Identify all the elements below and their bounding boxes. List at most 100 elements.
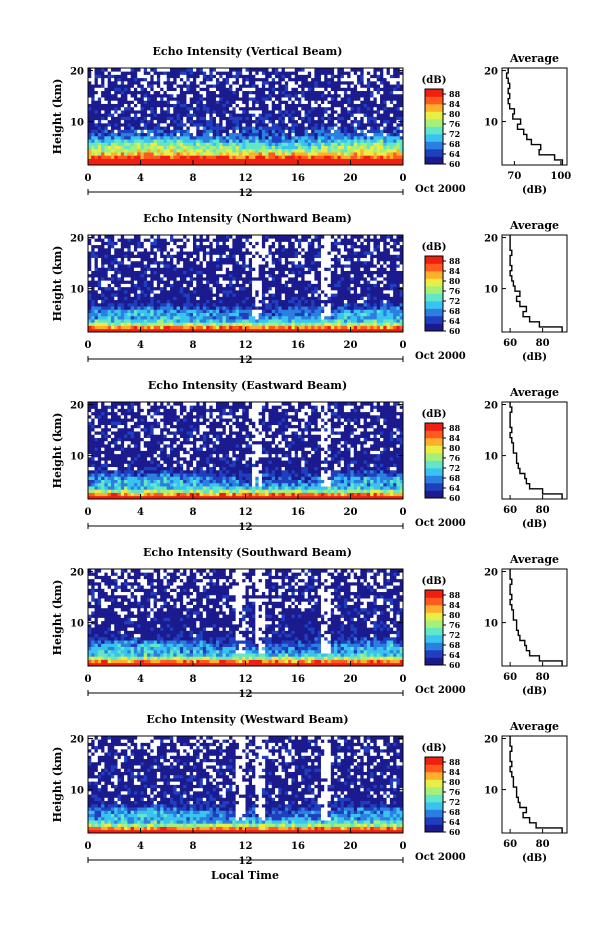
heatmap-cell (226, 238, 230, 242)
heatmap-cell (255, 149, 259, 153)
colorbar-title: (dB) (422, 75, 447, 86)
heatmap-cell (255, 277, 259, 281)
heatmap-cell (321, 133, 325, 137)
heatmap-cell (88, 313, 92, 317)
heatmap-cell (226, 146, 230, 150)
heatmap-cell (183, 97, 187, 101)
heatmap-cell (390, 117, 394, 121)
heatmap-cell (108, 326, 112, 330)
heatmap-cell (144, 126, 148, 130)
heatmap-cell (91, 248, 95, 252)
heatmap-cell (305, 290, 309, 294)
heatmap-cell (219, 149, 223, 153)
heatmap-cell (265, 303, 269, 307)
heatmap-cell (396, 129, 400, 133)
heatmap-cell (285, 149, 289, 153)
heatmap-cell (252, 87, 256, 91)
heatmap-cell (396, 155, 400, 159)
heatmap-cell (183, 293, 187, 297)
heatmap-cell (229, 280, 233, 284)
heatmap-cell (206, 120, 210, 124)
heatmap-cell (328, 149, 332, 153)
heatmap-cell (91, 91, 95, 95)
heatmap-cell (111, 100, 115, 104)
heatmap-cell (265, 104, 269, 108)
heatmap-cell (236, 71, 240, 75)
heatmap-cell (252, 97, 256, 101)
heatmap-cell (236, 290, 240, 294)
heatmap-cell (305, 238, 309, 242)
heatmap-cell (170, 142, 174, 146)
heatmap-cell (246, 322, 250, 326)
heatmap-cell (167, 293, 171, 297)
heatmap-cell (229, 87, 233, 91)
heatmap-cell (259, 245, 263, 249)
heatmap-cell (111, 133, 115, 137)
heatmap-cell (147, 309, 151, 313)
heatmap-cell (196, 91, 200, 95)
heatmap-cell (390, 78, 394, 82)
heatmap-cell (98, 251, 102, 255)
heatmap-cell (108, 110, 112, 114)
heatmap-cell (154, 81, 158, 85)
heatmap-cell (347, 149, 351, 153)
heatmap-cell (91, 322, 95, 326)
heatmap-cell (295, 139, 299, 143)
heatmap-cell (104, 149, 108, 153)
heatmap-cell (216, 251, 220, 255)
heatmap-cell (108, 264, 112, 268)
heatmap-cell (265, 251, 269, 255)
heatmap-cell (246, 68, 250, 72)
heatmap-cell (229, 245, 233, 249)
heatmap-cell (196, 303, 200, 307)
heatmap-cell (154, 97, 158, 101)
heatmap-cell (278, 100, 282, 104)
heatmap-cell (298, 235, 302, 239)
local-time-axis-label: Local Time (211, 869, 279, 882)
heatmap-cell (144, 248, 148, 252)
heatmap-cell (291, 313, 295, 317)
heatmap-cell (295, 84, 299, 88)
heatmap-cell (321, 74, 325, 78)
heatmap-cell (308, 248, 312, 252)
heatmap-cell (124, 123, 128, 127)
heatmap-cell (282, 258, 286, 262)
heatmap-cell (209, 129, 213, 133)
heatmap-cell (150, 104, 154, 108)
heatmap-cell (226, 248, 230, 252)
heatmap-cell (124, 271, 128, 275)
heatmap-cell (141, 296, 145, 300)
heatmap-cell (108, 271, 112, 275)
heatmap-cell (114, 87, 118, 91)
heatmap-cell (295, 290, 299, 294)
heatmap-cell (357, 133, 361, 137)
heatmap-cell (154, 107, 158, 111)
heatmap-cell (377, 113, 381, 117)
heatmap-cell (219, 248, 223, 252)
heatmap-cell (249, 319, 253, 323)
heatmap-cell (364, 110, 368, 114)
heatmap-cell (108, 133, 112, 137)
heatmap-cell (278, 159, 282, 163)
heatmap-cell (223, 100, 227, 104)
heatmap-cell (305, 235, 309, 239)
heatmap-cell (377, 159, 381, 163)
average-x-tick-label: 70 (507, 171, 521, 182)
heatmap-cell (127, 254, 131, 258)
heatmap-cell (88, 238, 92, 242)
heatmap-cell (308, 319, 312, 323)
heatmap-cell (95, 74, 99, 78)
heatmap-cell (219, 309, 223, 313)
heatmap-cell (216, 274, 220, 278)
heatmap-cell (193, 155, 197, 159)
heatmap-cell (229, 152, 233, 156)
heatmap-cell (131, 139, 135, 143)
heatmap-cell (200, 149, 204, 153)
heatmap-cell (291, 277, 295, 281)
heatmap-cell (282, 129, 286, 133)
heatmap-cell (236, 94, 240, 98)
heatmap-cell (301, 277, 305, 281)
heatmap-cell (131, 113, 135, 117)
heatmap-cell (200, 309, 204, 313)
heatmap-cell (314, 107, 318, 111)
